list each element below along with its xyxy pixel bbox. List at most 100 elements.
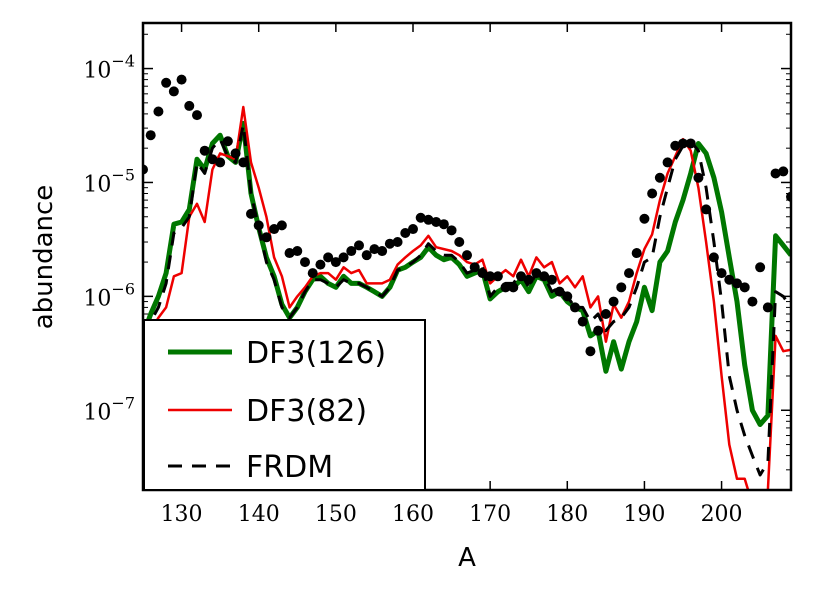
data-point [647,188,658,199]
data-point [323,252,334,263]
data-point [408,224,418,235]
data-point [600,309,611,320]
data-point [330,257,341,268]
data-point [261,232,272,243]
data-point [361,250,372,261]
x-tick-label: 130 [161,502,203,527]
x-tick-label: 150 [315,502,357,527]
data-point [377,246,388,257]
x-axis-title: A [458,543,476,573]
data-point [384,238,395,249]
data-point [338,252,349,263]
data-point [215,157,226,168]
data-point [184,100,195,111]
data-point [284,248,295,259]
data-point [438,219,449,230]
data-point [685,138,696,149]
data-point [176,74,187,85]
plot-frame [141,21,793,492]
data-point [485,271,496,282]
data-point [593,325,604,336]
data-point [624,268,634,279]
x-tick-label: 160 [392,502,434,527]
x-tick-label: 170 [469,502,511,527]
data-point [423,214,434,225]
legend-box [143,319,426,491]
data-point [531,268,542,279]
data-point [770,168,781,179]
data-point [346,246,357,257]
data-point [246,208,256,219]
data-point [662,157,673,168]
data-point [192,110,202,121]
x-tick-label: 200 [701,502,743,527]
data-point [739,282,750,293]
data-point [446,225,457,236]
data-point [778,166,789,177]
y-tick-label: 10−6 [83,279,135,311]
data-point [431,216,442,227]
data-point [570,302,580,313]
legend-label-frdm: FRDM [246,450,333,485]
data-point [508,282,519,293]
series-layer [143,74,791,490]
data-point [500,282,511,293]
data-point [546,274,557,285]
data-point [716,268,727,279]
data-point [300,257,310,268]
series-line-frdm [143,123,791,477]
data-point [562,291,573,302]
data-point [693,172,704,183]
data-point [539,271,550,282]
data-point [168,86,179,97]
legend: DF3(126) DF3(82) FRDM [143,319,426,491]
data-point [678,138,688,149]
data-point [577,316,588,327]
data-point [608,296,619,307]
data-point [708,252,719,263]
data-point [145,130,156,141]
data-point [654,172,665,183]
data-point [639,213,650,224]
data-point [307,268,318,279]
data-point [477,268,488,279]
x-tick-label: 140 [238,502,280,527]
y-tick-label: 10−7 [83,393,135,425]
data-point [755,262,766,273]
data-point [230,148,241,159]
data-point [199,145,210,156]
data-point [292,246,303,257]
data-point [238,157,249,168]
data-point [747,296,758,307]
data-point [269,224,280,235]
data-point [392,237,403,248]
data-point [454,237,465,248]
data-point [492,271,503,282]
legend-label-df3-82: DF3(82) [246,394,367,429]
x-tick-label: 190 [623,502,665,527]
data-point [253,220,264,231]
data-point [469,262,480,273]
data-point [222,136,233,147]
y-axis-title: abundance [29,185,59,330]
data-point [670,140,681,151]
data-point [369,244,380,255]
data-point [415,212,426,223]
data-point [724,274,735,285]
data-point [207,154,218,165]
legend-label-df3-126: DF3(126) [246,336,386,371]
data-point [585,346,596,357]
data-point [616,282,627,293]
data-point [732,278,742,289]
data-point [762,302,773,313]
x-tick-label: 180 [546,502,588,527]
data-point [462,250,472,261]
data-point [354,240,364,251]
data-point [276,220,287,231]
data-point [153,106,164,117]
data-point [516,271,526,282]
data-point [554,286,565,297]
data-point [161,77,172,88]
data-point [523,274,534,285]
